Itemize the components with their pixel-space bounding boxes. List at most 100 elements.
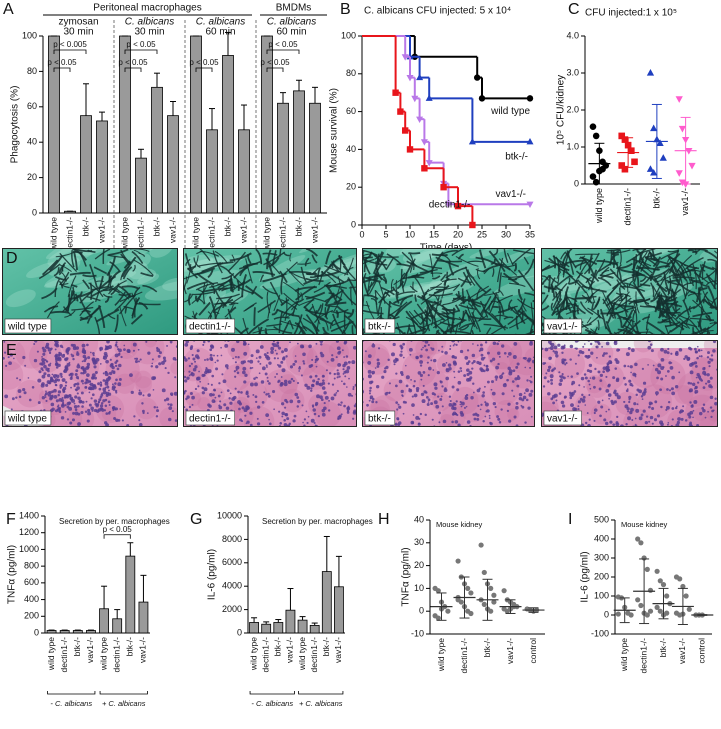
- nucleus: [710, 415, 713, 419]
- nucleus: [583, 373, 587, 376]
- nucleus: [599, 414, 602, 418]
- nucleus: [545, 372, 548, 375]
- nucleus: [627, 416, 632, 421]
- x-tick-label: btk-/-: [658, 638, 668, 658]
- nucleus: [427, 401, 430, 403]
- hypha: [306, 291, 326, 300]
- nucleus: [547, 392, 551, 396]
- label-box: [364, 318, 396, 334]
- nucleus: [337, 362, 342, 367]
- nucleus: [608, 355, 612, 358]
- nucleus: [425, 348, 429, 352]
- nucleus: [663, 349, 668, 354]
- nucleus: [347, 392, 352, 397]
- nucleus: [634, 417, 637, 420]
- nucleus: [555, 399, 558, 402]
- y-tick-label: 500: [594, 514, 609, 524]
- x-tick-label: btk-/-: [321, 637, 331, 657]
- nucleus: [7, 356, 10, 359]
- nucleus: [16, 377, 19, 380]
- nucleus: [526, 359, 529, 362]
- nucleus: [226, 367, 229, 370]
- y-axis-label: Mouse survival (%): [329, 88, 340, 173]
- nucleus: [261, 366, 266, 371]
- hypha: [114, 291, 126, 306]
- hypha: [69, 290, 94, 301]
- nucleus: [41, 357, 45, 362]
- nucleus: [47, 373, 51, 378]
- hypha: [114, 314, 119, 333]
- hypha: [541, 275, 550, 281]
- nucleus: [300, 374, 303, 377]
- hypha: [257, 299, 277, 313]
- hypha: [207, 269, 214, 279]
- nucleus: [11, 397, 15, 401]
- hypha: [617, 316, 627, 319]
- nucleus: [514, 377, 518, 381]
- hypha: [347, 309, 355, 319]
- nucleus: [548, 347, 550, 349]
- nucleus: [344, 375, 347, 378]
- nucleus: [586, 412, 589, 414]
- nucleus: [466, 420, 471, 424]
- hypha: [444, 323, 450, 335]
- hypha: [55, 250, 77, 258]
- hypha: [221, 295, 233, 309]
- nucleus: [75, 346, 80, 350]
- nucleus: [700, 349, 703, 352]
- nucleus: [66, 362, 71, 367]
- marker: [635, 536, 641, 542]
- x-tick-label: dectin1-/-: [459, 638, 469, 674]
- nucleus: [595, 345, 599, 349]
- nucleus: [542, 362, 546, 365]
- hypha: [636, 264, 658, 283]
- hypha: [257, 326, 263, 335]
- nucleus: [609, 361, 613, 364]
- nucleus: [330, 357, 335, 362]
- tissue-streak: [385, 248, 424, 257]
- hypha: [291, 304, 297, 311]
- nucleus: [134, 360, 139, 364]
- nucleus: [255, 357, 258, 360]
- nucleus: [283, 418, 286, 422]
- marker: [406, 146, 414, 153]
- nucleus: [652, 364, 655, 367]
- nucleus: [372, 342, 375, 345]
- nucleus: [629, 365, 633, 369]
- tissue-blotch: [488, 343, 515, 370]
- nucleus: [312, 405, 315, 408]
- hypha: [671, 305, 677, 313]
- nucleus: [61, 403, 65, 407]
- nucleus: [472, 360, 476, 363]
- nucleus: [571, 394, 574, 397]
- hypha: [138, 252, 146, 257]
- nucleus: [90, 351, 92, 354]
- nucleus: [480, 343, 483, 347]
- nucleus: [678, 410, 682, 414]
- hypha: [493, 248, 499, 256]
- nucleus: [465, 405, 468, 408]
- nucleus: [632, 372, 637, 377]
- nucleus: [66, 401, 71, 406]
- nucleus: [255, 349, 260, 354]
- nucleus: [411, 421, 415, 424]
- y-tick-label: 10000: [217, 510, 242, 520]
- nucleus: [316, 394, 320, 399]
- nucleus: [114, 353, 119, 358]
- nucleus: [105, 391, 110, 396]
- marker: [416, 116, 424, 123]
- hypha: [265, 258, 274, 278]
- nucleus: [550, 382, 554, 385]
- hypha: [350, 286, 353, 306]
- histology-label: vav1-/-: [547, 322, 578, 333]
- hypha: [183, 271, 205, 280]
- hypha: [110, 287, 121, 294]
- nucleus: [427, 343, 430, 347]
- nucleus: [94, 371, 98, 375]
- nucleus: [315, 380, 320, 385]
- hypha: [362, 274, 363, 277]
- nucleus: [116, 367, 120, 371]
- nucleus: [138, 419, 141, 422]
- hypha: [618, 304, 629, 313]
